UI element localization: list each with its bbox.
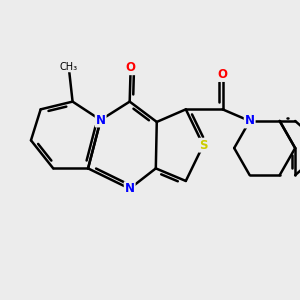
Text: O: O <box>218 68 228 81</box>
Text: O: O <box>126 61 136 74</box>
Text: S: S <box>199 139 208 152</box>
Text: N: N <box>96 113 106 127</box>
Text: N: N <box>125 182 135 195</box>
Text: N: N <box>245 115 255 128</box>
Text: CH₃: CH₃ <box>60 62 78 72</box>
